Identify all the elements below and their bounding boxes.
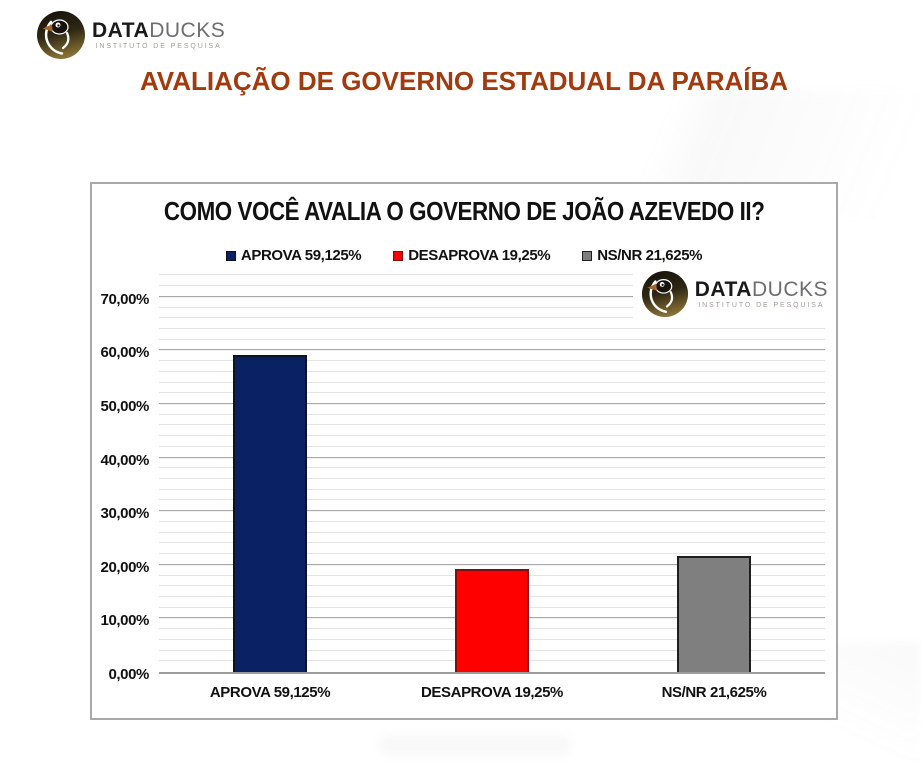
gridline-minor	[159, 520, 825, 522]
legend-swatch-icon	[225, 250, 236, 261]
chart-watermark-logo: DATADUCKS INSTITUTO DE PESQUISA	[632, 268, 832, 320]
brand-name-bold: DATA	[694, 278, 752, 301]
legend-label: APROVA 59,125%	[240, 247, 362, 264]
brand-name: DATADUCKS	[92, 20, 225, 42]
gridline-minor	[159, 338, 825, 340]
gridline-minor	[159, 531, 825, 533]
gridline-minor	[159, 317, 825, 319]
gridline-minor	[159, 306, 825, 308]
gridline-minor	[159, 445, 825, 447]
plot-area	[159, 272, 825, 674]
gridline-major	[159, 563, 825, 565]
legend-label: DESAPROVA 19,25%	[408, 247, 551, 264]
gridline-minor	[159, 360, 825, 362]
gridline-minor	[159, 381, 825, 383]
brand-text: DATADUCKS INSTITUTO DE PESQUISA	[92, 20, 225, 51]
chart-legend: APROVA 59,125% DESAPROVA 19,25% NS/NR 21,6…	[92, 247, 836, 264]
brand-subtitle: INSTITUTO DE PESQUISA	[698, 302, 825, 309]
x-axis: APROVA 59,125% DESAPROVA 19,25% NS/NR 21,6…	[159, 684, 825, 701]
y-tick-label: 20,00%	[100, 558, 150, 576]
gridline-minor	[159, 553, 825, 555]
gridline-minor	[159, 392, 825, 394]
y-tick-label: 0,00%	[108, 666, 149, 683]
brand-header: DATADUCKS INSTITUTO DE PESQUISA	[36, 10, 225, 60]
bar-DESAPROVA 19,25%	[455, 568, 529, 672]
legend-item: NS/NR 21,625%	[582, 247, 702, 264]
gridline-minor	[159, 370, 825, 372]
gridline-major	[159, 403, 825, 404]
brand-name: DATADUCKS	[695, 279, 828, 301]
gridline-minor	[159, 424, 825, 426]
gridline-minor	[159, 327, 825, 329]
gridline-minor	[159, 542, 825, 544]
x-category-label: NS/NR 21,625%	[661, 684, 767, 701]
gridline-minor	[159, 274, 825, 276]
gridline-minor	[159, 285, 825, 287]
gridline-major	[159, 295, 825, 297]
brand-subtitle: INSTITUTO DE PESQUISA	[95, 43, 222, 50]
y-axis: 0,00% 10,00% 20,00% 30,00% 40,00% 50,00% 60,00…	[92, 272, 154, 683]
gridline-major	[159, 349, 825, 351]
y-tick-label: 30,00%	[100, 505, 150, 523]
bar-NS/NR 21,625%	[677, 556, 751, 672]
y-tick-label: 50,00%	[100, 398, 150, 415]
y-tick-label: 70,00%	[100, 290, 150, 308]
gridline-minor	[159, 478, 825, 480]
x-category-label: DESAPROVA 19,25%	[421, 684, 563, 701]
legend-label: NS/NR 21,625%	[597, 247, 703, 264]
duck-logo-icon	[37, 11, 85, 59]
gridline-minor	[159, 467, 825, 469]
y-tick-label: 10,00%	[100, 612, 150, 630]
brand-name-light: DUCKS	[751, 278, 828, 301]
y-tick-label: 60,00%	[100, 344, 150, 362]
bar-APROVA 59,125%	[233, 355, 307, 672]
brand-text: DATADUCKS INSTITUTO DE PESQUISA	[695, 279, 828, 310]
brand-name-bold: DATA	[92, 19, 150, 42]
x-category-label: APROVA 59,125%	[209, 684, 331, 701]
background-watermark-shape	[380, 735, 570, 755]
gridline-major	[159, 510, 825, 512]
gridline-minor	[159, 413, 825, 415]
gridline-minor	[159, 499, 825, 501]
brand-name-light: DUCKS	[149, 19, 226, 42]
chart-title: COMO VOCÊ AVALIA O GOVERNO DE JOÃO AZEVE…	[163, 196, 765, 226]
legend-swatch-icon	[582, 250, 593, 261]
y-tick-label: 40,00%	[100, 451, 150, 469]
duck-logo-icon	[641, 270, 688, 318]
gridline-major	[159, 456, 825, 458]
legend-swatch-icon	[393, 250, 404, 261]
chart-frame: COMO VOCÊ AVALIA O GOVERNO DE JOÃO AZEVE…	[90, 182, 838, 720]
legend-item: APROVA 59,125%	[225, 247, 362, 264]
gridline-minor	[159, 488, 825, 490]
gridline-minor	[159, 435, 825, 437]
page-title: AVALIAÇÃO DE GOVERNO ESTADUAL DA PARAÍBA	[139, 66, 789, 96]
legend-item: DESAPROVA 19,25%	[393, 247, 551, 264]
